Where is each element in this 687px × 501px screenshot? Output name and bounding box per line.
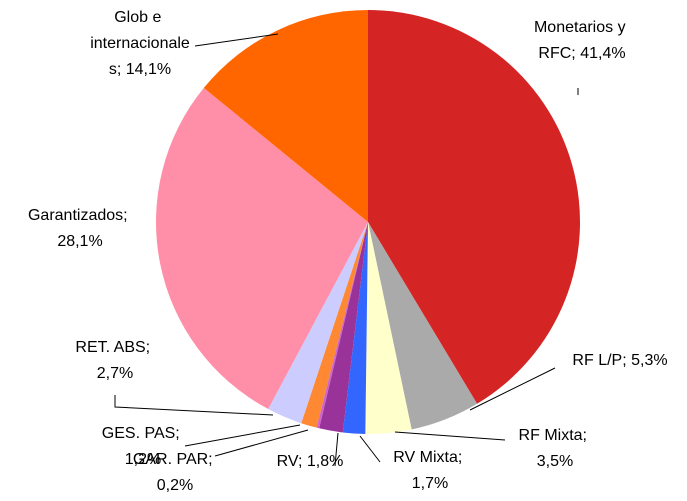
pie-slice [316, 222, 368, 429]
leader-line [334, 432, 339, 467]
pie-slice [155, 87, 368, 410]
pie-slice [342, 222, 368, 434]
data-label: RV; 1,8% [277, 453, 344, 470]
data-label: GES. PAS; 1,2% [102, 425, 184, 468]
pie-slice [203, 10, 368, 222]
data-label: RV Mixta; 1,7% [393, 449, 467, 492]
data-label: GAR. PAR; 0,2% [133, 451, 217, 494]
leader-line [359, 435, 381, 463]
leader-line [184, 424, 301, 447]
leader-line [114, 395, 274, 416]
pie-slice [268, 222, 368, 424]
data-label: Monetarios y RFC; 41,4% [534, 19, 630, 62]
data-label: RET. ABS; 2,7% [75, 339, 154, 382]
leader-line [194, 33, 279, 47]
data-label: RF Mixta; 3,5% [519, 427, 592, 470]
data-label: Glob e internacionale s; 14,1% [90, 9, 190, 78]
leader-line [469, 367, 556, 411]
pie-slice [365, 222, 412, 434]
pie-slice [368, 222, 478, 430]
pie-slice [368, 10, 581, 404]
pie-slice [319, 222, 368, 433]
leader-line [394, 431, 506, 441]
pie-slice [301, 222, 368, 428]
data-label: RF L/P; 5,3% [572, 352, 667, 369]
leader-line [214, 429, 309, 457]
data-label: Garantizados; 28,1% [28, 207, 132, 250]
